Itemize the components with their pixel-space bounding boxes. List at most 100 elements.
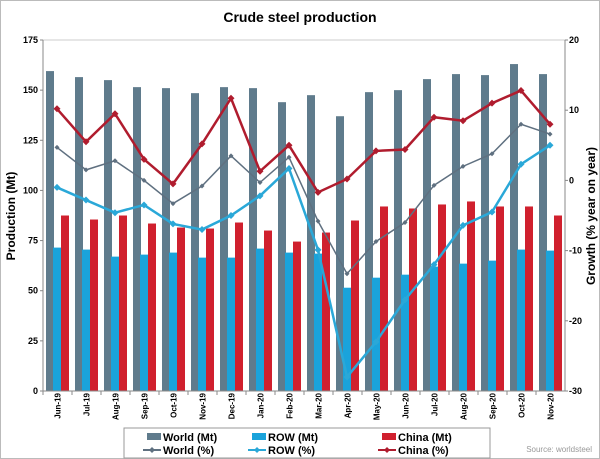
point-world xyxy=(344,271,350,277)
legend-label: ROW (%) xyxy=(268,445,315,457)
x-tick-label: Jun-20 xyxy=(402,392,411,418)
bar-row xyxy=(285,252,294,391)
bar-row xyxy=(169,252,178,391)
point-world xyxy=(257,180,263,186)
bar-china xyxy=(177,227,185,391)
bar-world xyxy=(46,71,54,392)
y2-axis-label: Growth (% year on year) xyxy=(584,147,598,285)
point-row xyxy=(459,221,467,229)
point-row xyxy=(198,226,206,234)
bar-world xyxy=(75,77,83,391)
bar-world xyxy=(336,116,344,392)
point-world xyxy=(373,238,379,244)
point-china xyxy=(256,167,264,175)
bar-row xyxy=(401,274,410,391)
bar-china xyxy=(554,215,562,391)
bar-row xyxy=(314,253,323,391)
bar-world xyxy=(423,79,431,392)
point-china xyxy=(53,105,61,113)
bar-row xyxy=(82,249,91,391)
point-china xyxy=(372,147,380,155)
bar-china xyxy=(264,230,272,391)
point-china xyxy=(343,175,351,183)
bar-world xyxy=(220,87,228,392)
point-world xyxy=(228,153,234,159)
y-tick-label: 50 xyxy=(28,286,38,296)
point-world xyxy=(547,131,553,137)
bar-row xyxy=(198,257,207,391)
bar-world xyxy=(510,64,518,391)
bar-row xyxy=(372,277,381,391)
x-tick-label: Jun-19 xyxy=(54,392,63,418)
bar-row xyxy=(343,287,352,391)
source-note: Source: worldsteel xyxy=(526,445,592,454)
y2-tick-label: 10 xyxy=(569,105,579,115)
bar-china xyxy=(235,222,243,391)
bar-world xyxy=(278,102,286,392)
line-row xyxy=(56,144,551,380)
bar-row xyxy=(227,257,236,391)
point-row xyxy=(517,160,525,168)
x-tick-label: Aug-20 xyxy=(460,392,469,420)
legend-marker xyxy=(384,447,390,453)
bar-china xyxy=(496,206,504,391)
x-tick-label: May-20 xyxy=(373,392,382,420)
point-china xyxy=(488,99,496,107)
bar-row xyxy=(140,254,149,391)
point-world xyxy=(402,220,408,226)
x-tick-label: Apr-20 xyxy=(344,392,353,418)
bar-world xyxy=(452,74,460,392)
line-world xyxy=(56,123,551,276)
x-tick-label: Jul-20 xyxy=(431,392,440,416)
point-row xyxy=(343,373,351,381)
point-world xyxy=(199,183,205,189)
bar-china xyxy=(351,220,359,391)
point-row xyxy=(430,261,438,269)
point-row xyxy=(227,212,235,219)
point-row xyxy=(285,164,293,172)
point-china xyxy=(459,117,467,125)
point-row xyxy=(169,220,177,228)
point-row xyxy=(140,201,148,209)
bar-china xyxy=(90,219,98,391)
point-china xyxy=(546,120,554,128)
point-row xyxy=(53,183,61,191)
bar-world xyxy=(365,92,373,392)
legend-swatch xyxy=(147,433,161,440)
bar-row xyxy=(488,260,497,391)
x-tick-label: Oct-20 xyxy=(518,392,527,417)
x-tick-label: Nov-20 xyxy=(547,392,556,419)
bar-row xyxy=(546,250,555,391)
bar-world xyxy=(162,88,170,391)
legend-marker xyxy=(149,447,155,453)
bar-row xyxy=(111,256,120,391)
bar-china xyxy=(322,232,330,391)
point-world xyxy=(83,167,89,173)
legend-label: China (%) xyxy=(398,445,449,457)
y-tick-label: 75 xyxy=(28,236,38,246)
legend-label: China (Mt) xyxy=(398,432,452,444)
legend-label: World (Mt) xyxy=(163,432,218,444)
point-world xyxy=(315,218,321,224)
legend-label: ROW (Mt) xyxy=(268,432,318,444)
point-row xyxy=(82,196,90,204)
y-tick-label: 100 xyxy=(23,185,38,195)
y-tick-label: 0 xyxy=(33,386,38,396)
x-tick-label: Oct-19 xyxy=(170,392,179,417)
x-tick-label: Dec-19 xyxy=(228,392,237,419)
point-china xyxy=(285,141,293,149)
bar-world xyxy=(191,93,199,391)
bar-china xyxy=(525,206,533,391)
point-row xyxy=(314,246,322,254)
bar-world xyxy=(394,90,402,392)
legend-box xyxy=(123,427,491,459)
y2-tick-label: -30 xyxy=(569,386,582,396)
legend-swatch xyxy=(382,433,396,440)
point-row xyxy=(488,208,496,216)
bar-row xyxy=(430,266,439,391)
x-tick-label: Jan-20 xyxy=(257,392,266,418)
bar-world xyxy=(307,95,315,392)
bar-china xyxy=(148,223,156,391)
bar-china xyxy=(206,228,214,391)
